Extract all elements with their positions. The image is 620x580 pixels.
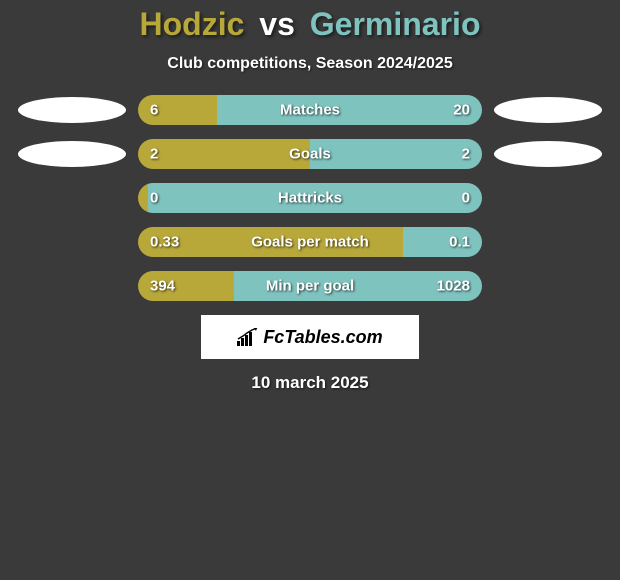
stat-value-left: 2	[150, 146, 158, 163]
stat-value-right: 0	[462, 190, 470, 207]
page-title: Hodzic vs Germinario	[0, 6, 620, 43]
stat-row: 2 2 Goals	[0, 139, 620, 169]
stat-row: 0 0 Hattricks	[0, 183, 620, 213]
stat-row: 0.33 0.1 Goals per match	[0, 227, 620, 257]
bars-container: 6 20 Matches 2 2 Goals 0 0 Hattricks 0.33 0.1 Goals…	[0, 95, 620, 301]
bar-left-segment	[138, 183, 148, 213]
stat-row: 6 20 Matches	[0, 95, 620, 125]
stat-label: Hattricks	[278, 190, 342, 207]
date-text: 10 march 2025	[0, 373, 620, 393]
chart-icon	[237, 328, 259, 346]
logo-text: FcTables.com	[237, 327, 382, 348]
subtitle: Club competitions, Season 2024/2025	[0, 55, 620, 73]
stat-row: 394 1028 Min per goal	[0, 271, 620, 301]
player1-marker	[18, 97, 126, 123]
stat-label: Matches	[280, 102, 340, 119]
stat-value-left: 6	[150, 102, 158, 119]
stat-bar: 6 20 Matches	[138, 95, 482, 125]
stat-label: Goals	[289, 146, 331, 163]
player1-marker	[18, 141, 126, 167]
player2-marker	[494, 141, 602, 167]
stat-value-left: 0	[150, 190, 158, 207]
logo-label: FcTables.com	[263, 327, 382, 348]
bar-left-segment	[138, 139, 310, 169]
stat-label: Goals per match	[251, 234, 369, 251]
stat-bar: 0 0 Hattricks	[138, 183, 482, 213]
vs-text: vs	[259, 6, 295, 42]
stat-value-right: 1028	[437, 278, 470, 295]
logo-box: FcTables.com	[201, 315, 419, 359]
player2-name: Germinario	[310, 6, 481, 42]
stat-bar: 2 2 Goals	[138, 139, 482, 169]
stat-value-right: 20	[453, 102, 470, 119]
stat-label: Min per goal	[266, 278, 354, 295]
stat-value-left: 0.33	[150, 234, 179, 251]
bar-right-segment	[310, 139, 482, 169]
comparison-infographic: Hodzic vs Germinario Club competitions, …	[0, 0, 620, 393]
player2-marker	[494, 97, 602, 123]
player1-name: Hodzic	[140, 6, 245, 42]
stat-value-left: 394	[150, 278, 175, 295]
bar-right-segment	[217, 95, 482, 125]
stat-bar: 0.33 0.1 Goals per match	[138, 227, 482, 257]
stat-bar: 394 1028 Min per goal	[138, 271, 482, 301]
stat-value-right: 2	[462, 146, 470, 163]
stat-value-right: 0.1	[449, 234, 470, 251]
